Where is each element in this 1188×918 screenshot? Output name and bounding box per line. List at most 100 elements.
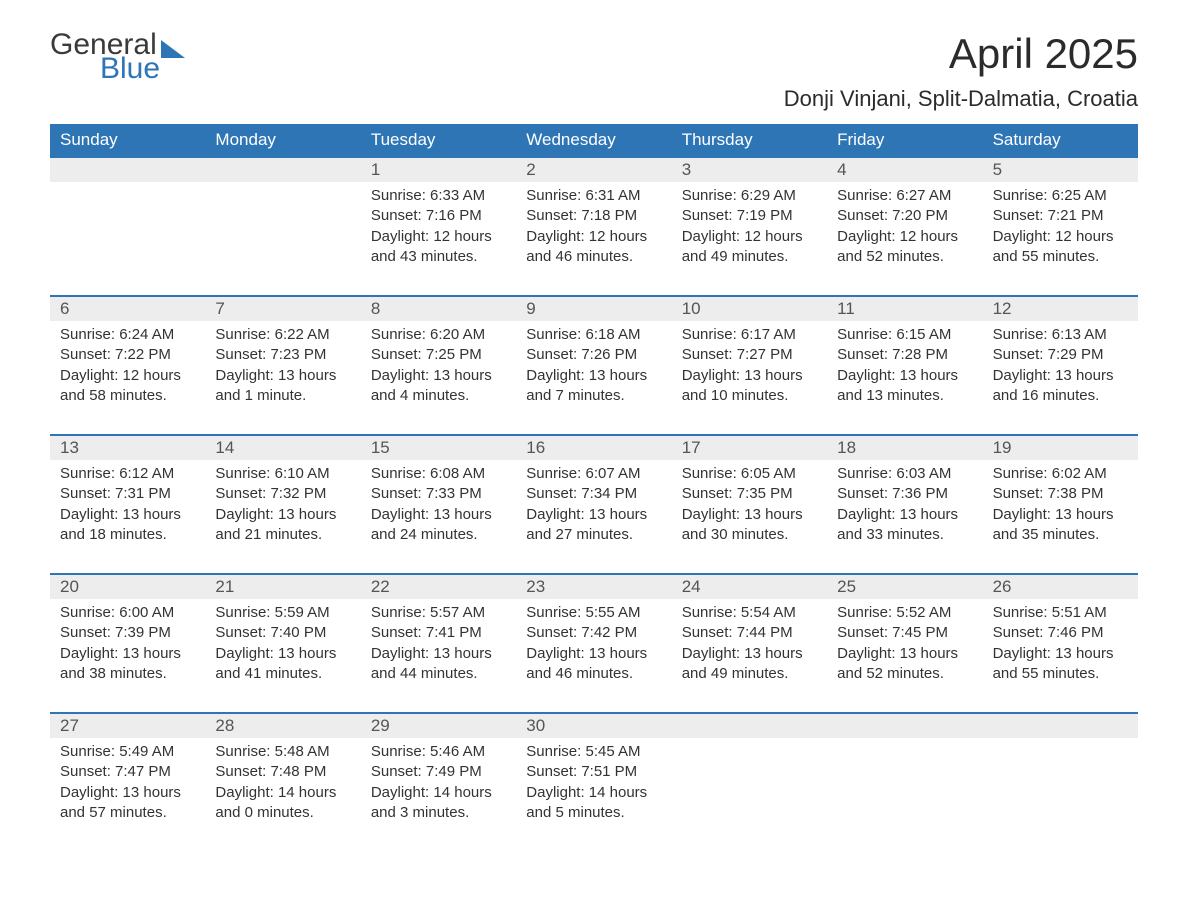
day-cell: Sunrise: 5:59 AMSunset: 7:40 PMDaylight:… bbox=[205, 599, 360, 712]
day-number: 14 bbox=[205, 434, 360, 460]
day-cell: Sunrise: 5:52 AMSunset: 7:45 PMDaylight:… bbox=[827, 599, 982, 712]
daylight-line: Daylight: 12 hours and 49 minutes. bbox=[682, 227, 817, 268]
day-number: 18 bbox=[827, 434, 982, 460]
day-cell: Sunrise: 5:48 AMSunset: 7:48 PMDaylight:… bbox=[205, 738, 360, 851]
sunset-line: Sunset: 7:51 PM bbox=[526, 762, 661, 782]
day-header: Tuesday bbox=[361, 124, 516, 156]
day-number: 22 bbox=[361, 573, 516, 599]
day-cell: Sunrise: 6:22 AMSunset: 7:23 PMDaylight:… bbox=[205, 321, 360, 434]
daylight-line: Daylight: 14 hours and 5 minutes. bbox=[526, 783, 661, 824]
sunrise-line: Sunrise: 6:22 AM bbox=[215, 325, 350, 345]
day-cell: Sunrise: 6:17 AMSunset: 7:27 PMDaylight:… bbox=[672, 321, 827, 434]
day-number: 28 bbox=[205, 712, 360, 738]
sunrise-line: Sunrise: 6:29 AM bbox=[682, 186, 817, 206]
sunrise-line: Sunrise: 6:31 AM bbox=[526, 186, 661, 206]
sunset-line: Sunset: 7:49 PM bbox=[371, 762, 506, 782]
day-number bbox=[983, 712, 1138, 738]
sunrise-line: Sunrise: 6:17 AM bbox=[682, 325, 817, 345]
sunset-line: Sunset: 7:29 PM bbox=[993, 345, 1128, 365]
daylight-line: Daylight: 13 hours and 55 minutes. bbox=[993, 644, 1128, 685]
day-number: 30 bbox=[516, 712, 671, 738]
day-number: 13 bbox=[50, 434, 205, 460]
sunrise-line: Sunrise: 5:57 AM bbox=[371, 603, 506, 623]
sunset-line: Sunset: 7:35 PM bbox=[682, 484, 817, 504]
day-number: 25 bbox=[827, 573, 982, 599]
day-cell bbox=[205, 182, 360, 295]
day-cell: Sunrise: 6:08 AMSunset: 7:33 PMDaylight:… bbox=[361, 460, 516, 573]
calendar-grid: SundayMondayTuesdayWednesdayThursdayFrid… bbox=[50, 124, 1138, 851]
sunset-line: Sunset: 7:40 PM bbox=[215, 623, 350, 643]
day-header: Sunday bbox=[50, 124, 205, 156]
day-number: 24 bbox=[672, 573, 827, 599]
day-cell: Sunrise: 6:07 AMSunset: 7:34 PMDaylight:… bbox=[516, 460, 671, 573]
sunset-line: Sunset: 7:46 PM bbox=[993, 623, 1128, 643]
day-cell: Sunrise: 6:02 AMSunset: 7:38 PMDaylight:… bbox=[983, 460, 1138, 573]
daylight-line: Daylight: 13 hours and 41 minutes. bbox=[215, 644, 350, 685]
day-cell bbox=[983, 738, 1138, 851]
sunset-line: Sunset: 7:21 PM bbox=[993, 206, 1128, 226]
daylight-line: Daylight: 13 hours and 4 minutes. bbox=[371, 366, 506, 407]
day-cell: Sunrise: 6:18 AMSunset: 7:26 PMDaylight:… bbox=[516, 321, 671, 434]
day-cell: Sunrise: 5:55 AMSunset: 7:42 PMDaylight:… bbox=[516, 599, 671, 712]
day-number: 8 bbox=[361, 295, 516, 321]
daylight-line: Daylight: 14 hours and 0 minutes. bbox=[215, 783, 350, 824]
daylight-line: Daylight: 13 hours and 30 minutes. bbox=[682, 505, 817, 546]
sunrise-line: Sunrise: 5:59 AM bbox=[215, 603, 350, 623]
day-cell: Sunrise: 6:20 AMSunset: 7:25 PMDaylight:… bbox=[361, 321, 516, 434]
day-number: 10 bbox=[672, 295, 827, 321]
sunrise-line: Sunrise: 6:13 AM bbox=[993, 325, 1128, 345]
header: General Blue April 2025 Donji Vinjani, S… bbox=[50, 30, 1138, 112]
day-cell: Sunrise: 5:49 AMSunset: 7:47 PMDaylight:… bbox=[50, 738, 205, 851]
sunrise-line: Sunrise: 6:24 AM bbox=[60, 325, 195, 345]
day-number: 11 bbox=[827, 295, 982, 321]
day-cell: Sunrise: 6:00 AMSunset: 7:39 PMDaylight:… bbox=[50, 599, 205, 712]
day-number: 27 bbox=[50, 712, 205, 738]
daylight-line: Daylight: 13 hours and 13 minutes. bbox=[837, 366, 972, 407]
sunrise-line: Sunrise: 6:33 AM bbox=[371, 186, 506, 206]
daylight-line: Daylight: 13 hours and 7 minutes. bbox=[526, 366, 661, 407]
sunset-line: Sunset: 7:26 PM bbox=[526, 345, 661, 365]
sunset-line: Sunset: 7:31 PM bbox=[60, 484, 195, 504]
sunset-line: Sunset: 7:22 PM bbox=[60, 345, 195, 365]
sunset-line: Sunset: 7:19 PM bbox=[682, 206, 817, 226]
sunrise-line: Sunrise: 6:25 AM bbox=[993, 186, 1128, 206]
sunset-line: Sunset: 7:42 PM bbox=[526, 623, 661, 643]
day-header: Wednesday bbox=[516, 124, 671, 156]
day-cell: Sunrise: 5:46 AMSunset: 7:49 PMDaylight:… bbox=[361, 738, 516, 851]
day-number: 23 bbox=[516, 573, 671, 599]
sunset-line: Sunset: 7:25 PM bbox=[371, 345, 506, 365]
sunset-line: Sunset: 7:27 PM bbox=[682, 345, 817, 365]
sunset-line: Sunset: 7:18 PM bbox=[526, 206, 661, 226]
sunset-line: Sunset: 7:47 PM bbox=[60, 762, 195, 782]
sunrise-line: Sunrise: 5:55 AM bbox=[526, 603, 661, 623]
day-cell: Sunrise: 6:25 AMSunset: 7:21 PMDaylight:… bbox=[983, 182, 1138, 295]
sunset-line: Sunset: 7:16 PM bbox=[371, 206, 506, 226]
logo-word-2: Blue bbox=[100, 54, 160, 84]
sunrise-line: Sunrise: 6:18 AM bbox=[526, 325, 661, 345]
day-cell bbox=[50, 182, 205, 295]
sunrise-line: Sunrise: 6:15 AM bbox=[837, 325, 972, 345]
sunset-line: Sunset: 7:38 PM bbox=[993, 484, 1128, 504]
daylight-line: Daylight: 13 hours and 18 minutes. bbox=[60, 505, 195, 546]
day-cell: Sunrise: 6:12 AMSunset: 7:31 PMDaylight:… bbox=[50, 460, 205, 573]
day-cell: Sunrise: 6:27 AMSunset: 7:20 PMDaylight:… bbox=[827, 182, 982, 295]
sunrise-line: Sunrise: 6:03 AM bbox=[837, 464, 972, 484]
day-number: 16 bbox=[516, 434, 671, 460]
daylight-line: Daylight: 13 hours and 52 minutes. bbox=[837, 644, 972, 685]
day-number: 15 bbox=[361, 434, 516, 460]
day-cell: Sunrise: 5:45 AMSunset: 7:51 PMDaylight:… bbox=[516, 738, 671, 851]
sunrise-line: Sunrise: 6:10 AM bbox=[215, 464, 350, 484]
sunrise-line: Sunrise: 6:00 AM bbox=[60, 603, 195, 623]
sunrise-line: Sunrise: 5:48 AM bbox=[215, 742, 350, 762]
sunrise-line: Sunrise: 6:02 AM bbox=[993, 464, 1128, 484]
day-number: 5 bbox=[983, 156, 1138, 182]
sunrise-line: Sunrise: 5:52 AM bbox=[837, 603, 972, 623]
sunset-line: Sunset: 7:20 PM bbox=[837, 206, 972, 226]
day-number bbox=[672, 712, 827, 738]
sunrise-line: Sunrise: 5:54 AM bbox=[682, 603, 817, 623]
daylight-line: Daylight: 12 hours and 43 minutes. bbox=[371, 227, 506, 268]
sunrise-line: Sunrise: 6:07 AM bbox=[526, 464, 661, 484]
day-number: 7 bbox=[205, 295, 360, 321]
sunrise-line: Sunrise: 5:46 AM bbox=[371, 742, 506, 762]
daylight-line: Daylight: 13 hours and 44 minutes. bbox=[371, 644, 506, 685]
